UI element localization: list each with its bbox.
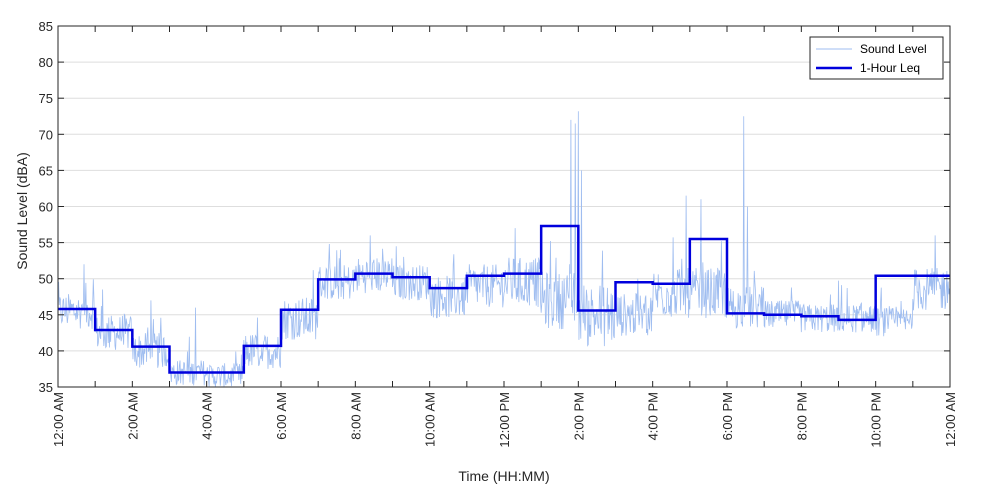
y-tick-label: 60 xyxy=(39,200,53,215)
x-tick-label: 8:00 PM xyxy=(794,392,809,440)
x-tick-label: 12:00 AM xyxy=(943,392,958,447)
x-tick-label: 6:00 PM xyxy=(720,392,735,440)
x-tick-label: 10:00 AM xyxy=(423,392,438,447)
x-tick-label: 2:00 PM xyxy=(571,392,586,440)
x-tick-label: 6:00 AM xyxy=(274,392,289,440)
axes: 35 40 45 50 55 60 65 70 75 80 85 12:00 AM 2:00 AM 4:0… xyxy=(39,19,958,448)
y-tick-label: 55 xyxy=(39,236,53,251)
x-tick-label: 10:00 PM xyxy=(869,392,884,448)
y-axis-title: Sound Level (dBA) xyxy=(14,152,30,270)
y-tick-label: 50 xyxy=(39,272,53,287)
x-tick-label: 12:00 AM xyxy=(51,392,66,447)
y-tick-label: 35 xyxy=(39,380,53,395)
series-leq xyxy=(58,224,950,374)
x-tick-label: 2:00 AM xyxy=(125,392,140,440)
x-axis-title: Time (HH:MM) xyxy=(458,468,549,484)
y-tick-label: 45 xyxy=(39,308,53,323)
y-tick-label: 75 xyxy=(39,91,53,106)
y-tick-label: 80 xyxy=(39,55,53,70)
x-tick-label: 4:00 PM xyxy=(646,392,661,440)
y-tick-label: 85 xyxy=(39,19,53,34)
x-tick-label: 8:00 AM xyxy=(348,392,363,440)
x-tick-label: 4:00 AM xyxy=(200,392,215,440)
legend-box xyxy=(809,36,944,80)
legend-label-sound-level: Sound Level xyxy=(860,42,927,56)
x-tick-label: 12:00 PM xyxy=(497,392,512,448)
y-tick-label: 40 xyxy=(39,344,53,359)
y-tick-label: 70 xyxy=(39,127,53,142)
plot-area xyxy=(57,111,951,388)
legend-label-leq: 1-Hour Leq xyxy=(860,61,920,75)
series-sound-level xyxy=(57,111,951,388)
legend: Sound Level 1-Hour Leq xyxy=(809,36,944,80)
y-tick-label: 65 xyxy=(39,163,53,178)
